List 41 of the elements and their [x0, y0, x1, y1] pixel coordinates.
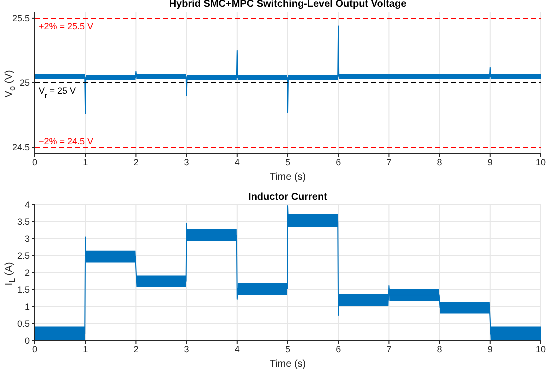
x-tick-label: 7 — [386, 344, 392, 354]
x-tick-label: 4 — [234, 344, 240, 354]
x-tick-label: 9 — [488, 344, 493, 354]
y-tick-label: 3 — [24, 234, 30, 244]
x-tick-label: 0 — [32, 157, 38, 168]
x-tick-label: 10 — [536, 344, 546, 354]
x-tick-label: 3 — [184, 157, 190, 168]
y-tick-label: 25.5 — [12, 14, 30, 24]
x-tick-label: 4 — [234, 157, 240, 168]
x-tick-label: 9 — [488, 157, 493, 168]
y-tick-label: 25 — [20, 78, 30, 88]
x-tick-label: 5 — [285, 157, 291, 168]
x-tick-label: 3 — [184, 344, 190, 354]
x-tick-label: 8 — [437, 344, 442, 354]
x-tick-label: 1 — [83, 157, 88, 168]
x-tick-label: 6 — [336, 157, 342, 168]
ref-line-label: +2% = 25.5 V — [39, 21, 94, 32]
x-tick-label: 6 — [336, 344, 342, 354]
chart-title: Inductor Current — [248, 192, 328, 203]
x-tick-label: 10 — [536, 157, 546, 168]
y-tick-label: 0.5 — [17, 319, 30, 330]
y-tick-label: 4 — [24, 200, 30, 210]
y-tick-label: 1.5 — [17, 285, 30, 296]
x-tick-label: 2 — [134, 157, 139, 168]
ref-line-label: −2% = 24.5 V — [39, 136, 94, 147]
y-tick-label: 0 — [24, 336, 30, 346]
y-tick-label: 3.5 — [17, 217, 30, 228]
y-tick-label: 24.5 — [12, 142, 30, 153]
x-tick-label: 1 — [83, 344, 88, 354]
ref-line-label: V$_{r}$ = 25 V — [39, 86, 76, 100]
x-tick-label: 5 — [285, 344, 291, 354]
y-tick-label: 2.5 — [17, 251, 30, 262]
x-axis-title: Time (s) — [270, 172, 306, 183]
y-tick-label: 2 — [24, 268, 30, 278]
x-tick-label: 0 — [32, 344, 38, 354]
x-tick-label: 8 — [437, 157, 442, 168]
chart-title: Hybrid SMC+MPC Switching-Level Output Voltage — [168, 0, 408, 10]
x-axis-title: Time (s) — [270, 359, 306, 370]
y-tick-label: 1 — [24, 302, 30, 312]
x-tick-label: 7 — [386, 157, 392, 168]
x-tick-label: 2 — [134, 344, 139, 354]
